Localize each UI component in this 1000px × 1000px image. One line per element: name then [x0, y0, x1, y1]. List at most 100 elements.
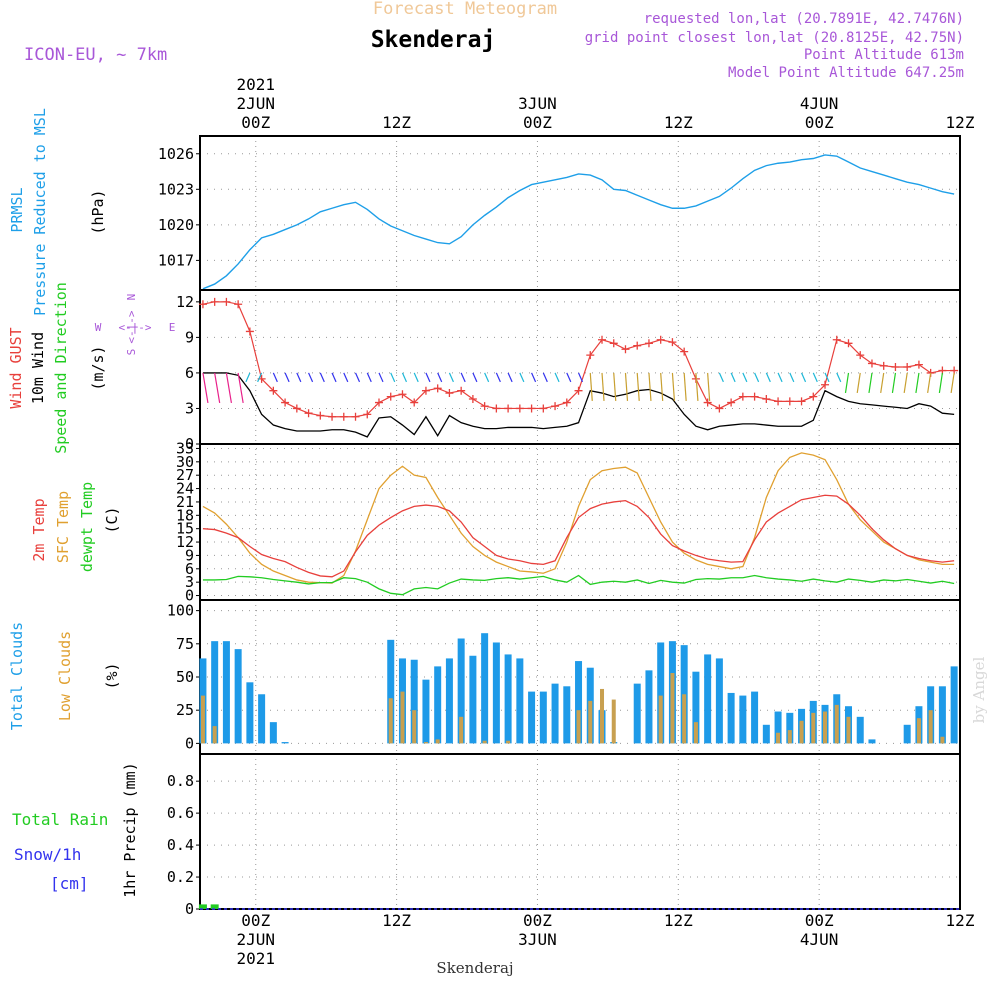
- gust-marker: [738, 392, 747, 401]
- low-cloud-bar: [940, 736, 945, 744]
- y-tick-label: 75: [176, 635, 194, 653]
- wind-arrow: [284, 372, 290, 383]
- y-tick-label: 6: [185, 364, 194, 382]
- model-label: ICON-EU, ~ 7km: [24, 45, 167, 65]
- wind-arrow: [354, 372, 361, 383]
- gust-marker: [727, 398, 736, 407]
- gust-marker: [480, 402, 489, 411]
- wind-arrow: [202, 372, 209, 404]
- gust-marker: [879, 361, 888, 370]
- compass-e: E: [169, 321, 176, 334]
- wind-arrow: [566, 372, 572, 383]
- time-label-top: 00Z: [241, 113, 270, 132]
- total-cloud-bar: [539, 691, 547, 744]
- total-cloud-bar: [938, 686, 946, 744]
- low-cloud-bar: [200, 695, 205, 744]
- clouds-unit-label: (%): [103, 662, 121, 689]
- total-clouds-label: Total Clouds: [8, 622, 26, 730]
- gust-marker: [504, 404, 513, 413]
- wind-arrow: [225, 372, 233, 404]
- time-label-bottom: 12Z: [382, 911, 411, 930]
- gust-line: [202, 301, 955, 418]
- wind-arrow: [245, 372, 251, 383]
- wind-arrow: [624, 372, 629, 401]
- total-cloud-bar: [868, 739, 876, 744]
- time-label-top: 2JUN: [236, 94, 275, 113]
- wind-arrow: [343, 372, 349, 383]
- rain-bar: [210, 904, 219, 909]
- gust-marker: [867, 359, 876, 368]
- wind-dir-label: Speed and Direction: [52, 282, 70, 454]
- gust-marker: [914, 360, 923, 369]
- low-cloud-bar: [576, 710, 581, 744]
- wind-arrow: [308, 372, 314, 383]
- time-label-bottom: 12Z: [664, 911, 693, 930]
- wind-arrow: [671, 372, 676, 401]
- dewpt-label: dewpt Temp: [78, 482, 96, 572]
- wind-arrow: [856, 372, 861, 394]
- gust-marker: [351, 412, 360, 421]
- low-cloud-bar: [682, 694, 687, 744]
- total-cloud-bar: [387, 639, 395, 744]
- gust-marker: [821, 380, 830, 389]
- gust-marker: [292, 404, 301, 413]
- gust-marker: [785, 397, 794, 406]
- y-tick-label: 30: [176, 453, 194, 471]
- wind-arrow: [812, 372, 818, 383]
- wind-arrow: [331, 372, 337, 383]
- y-tick-label: 33: [176, 439, 194, 457]
- wind-arrow: [589, 372, 593, 401]
- gust-marker: [903, 363, 912, 371]
- gust-marker: [562, 398, 571, 407]
- watermark: by Angel: [970, 656, 988, 723]
- gust-marker: [421, 386, 430, 395]
- panel-1: 0 3 6 9 12: [176, 289, 961, 453]
- panel-frame: [199, 135, 961, 291]
- y-tick-label: 0.6: [167, 804, 194, 822]
- wind-arrow: [554, 372, 560, 383]
- wind-arrow: [507, 372, 513, 383]
- panel-frame: [199, 289, 961, 445]
- wind-arrow: [880, 372, 885, 394]
- total-cloud-bar: [715, 658, 723, 744]
- time-label-bottom: 00Z: [523, 911, 552, 930]
- wind-arrow: [824, 372, 830, 383]
- panel-0: 1017 1020 1023 1026: [158, 135, 961, 291]
- low-cloud-bar: [435, 739, 440, 744]
- y-tick-label: 3: [185, 399, 194, 417]
- low-cloud-bar: [670, 673, 675, 744]
- gust-marker: [410, 398, 419, 407]
- total-cloud-bar: [211, 641, 219, 744]
- total-cloud-bar: [469, 655, 477, 744]
- low-cloud-bar: [459, 716, 464, 744]
- wind-arrow: [484, 372, 490, 383]
- wind-arrow: [401, 372, 408, 383]
- total-cloud-bar: [410, 659, 418, 744]
- y-tick-label: 15: [176, 520, 194, 538]
- gust-marker: [515, 404, 524, 413]
- wind-arrow: [648, 372, 652, 401]
- gust-marker: [774, 397, 783, 406]
- total-cloud-bar: [445, 658, 453, 744]
- total-cloud-bar: [234, 649, 242, 744]
- wind-arrow: [868, 372, 873, 394]
- gust-marker: [762, 394, 771, 403]
- gust-marker: [856, 351, 865, 360]
- total-cloud-bar: [492, 642, 500, 744]
- wind-unit-label: (m/s): [89, 345, 107, 390]
- gust-marker: [832, 335, 841, 344]
- wind-arrow: [938, 372, 943, 394]
- total-cloud-bar: [269, 722, 277, 744]
- y-tick-label: 100: [167, 602, 194, 620]
- gust-marker: [222, 297, 231, 306]
- y-tick-label: 0.4: [167, 836, 194, 854]
- y-tick-label: 0: [185, 900, 194, 918]
- wind-line: [202, 372, 955, 438]
- wind-arrow: [577, 372, 584, 383]
- y-tick-label: 21: [176, 493, 194, 511]
- wind-arrow: [519, 372, 525, 383]
- t2m-line: [202, 494, 955, 578]
- wind-arrow: [542, 372, 548, 383]
